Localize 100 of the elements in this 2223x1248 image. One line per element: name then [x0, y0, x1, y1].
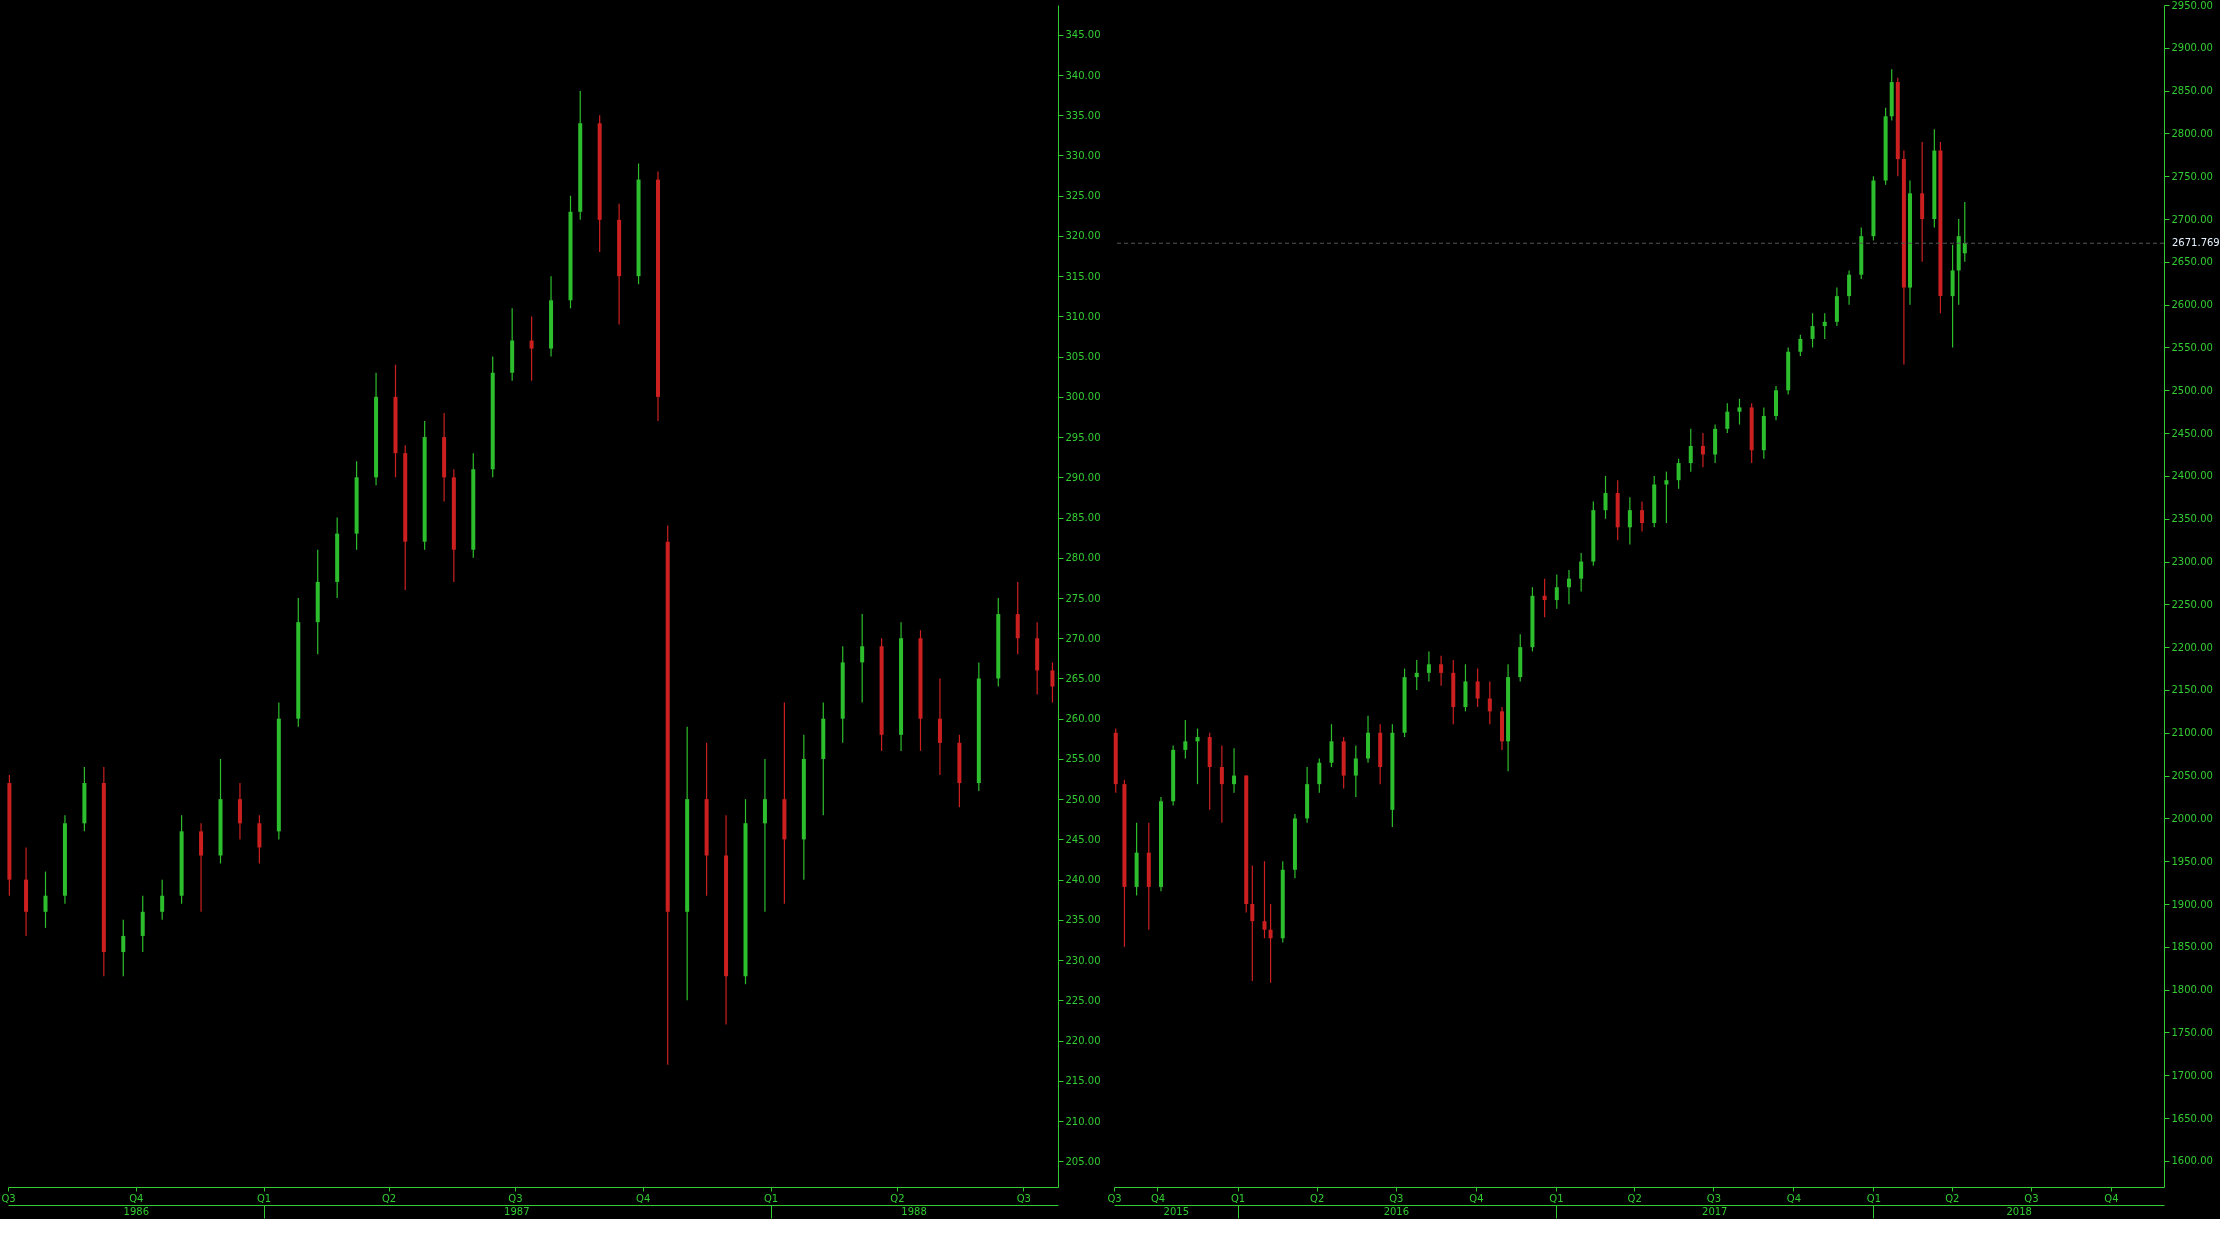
x-tick-label: Q2 — [1945, 1192, 1960, 1204]
x-tick-label: Q3 — [1016, 1192, 1031, 1204]
y-tick-label: 220.00 — [1065, 1035, 1101, 1047]
y-tick-label: 275.00 — [1065, 592, 1101, 604]
y-tick-label: 260.00 — [1065, 713, 1101, 725]
x2-tick-label: 1988 — [901, 1205, 927, 1217]
x-tick-label: Q3 — [2024, 1192, 2039, 1204]
candlestick — [1579, 552, 1584, 593]
y-tick-label: 2650.00 — [2171, 256, 2213, 268]
candlestick — [121, 919, 126, 977]
candlestick — [1439, 655, 1444, 687]
candlestick — [1329, 723, 1334, 768]
y-tick-label: 2900.00 — [2171, 42, 2213, 54]
x-tick-label: Q2 — [1627, 1192, 1642, 1204]
y-tick-label: 345.00 — [1065, 29, 1101, 41]
candlestick — [1232, 747, 1237, 794]
candlestick — [1183, 719, 1188, 760]
candlestick — [1566, 569, 1571, 605]
x-tick-label: Q1 — [763, 1192, 779, 1204]
y-tick-label: 1900.00 — [2171, 898, 2213, 910]
y-tick-label: 2950.00 — [2171, 0, 2213, 11]
candlestick — [1847, 269, 1852, 306]
y-tick-label: 240.00 — [1065, 874, 1101, 886]
x-tick-label: Q4 — [1150, 1192, 1166, 1204]
y-tick-label: 280.00 — [1065, 552, 1101, 564]
y-tick-label: 1750.00 — [2171, 1026, 2213, 1038]
x-tick-label: Q3 — [1389, 1192, 1404, 1204]
x-tick-label: Q4 — [636, 1192, 651, 1204]
x-tick-label: Q1 — [256, 1192, 272, 1204]
y-tick-label: 2300.00 — [2171, 556, 2213, 568]
y-tick-label: 255.00 — [1065, 753, 1101, 765]
y-tick-label: 1600.00 — [2171, 1155, 2213, 1167]
candlestick — [1475, 667, 1480, 708]
y-tick-label: 1650.00 — [2171, 1112, 2213, 1124]
candlestick — [1426, 650, 1431, 683]
candlestick — [1640, 501, 1645, 533]
y-tick-label: 2700.00 — [2171, 213, 2213, 225]
y-tick-label: 2000.00 — [2171, 812, 2213, 824]
y-tick-label: 2200.00 — [2171, 641, 2213, 653]
y-tick-label: 335.00 — [1065, 109, 1101, 121]
candlestick — [1542, 578, 1547, 618]
x2-tick-label: 2015 — [1163, 1205, 1189, 1217]
x-tick-label: Q1 — [1549, 1192, 1564, 1204]
x-tick-label: Q1 — [1866, 1192, 1882, 1204]
y-tick-label: 2050.00 — [2171, 770, 2213, 782]
candlestick — [1688, 428, 1693, 473]
y-tick-label: 2100.00 — [2171, 727, 2213, 739]
ref-line-label: 2671.769 — [2172, 237, 2220, 249]
y-tick-label: 1850.00 — [2171, 941, 2213, 953]
candlestick — [1487, 680, 1492, 725]
x-tick-label: Q3 — [1706, 1192, 1721, 1204]
candlestick — [1050, 661, 1055, 704]
candlestick — [1810, 312, 1815, 349]
x2-tick-label: 2016 — [1383, 1205, 1410, 1217]
x-tick-label: Q3 — [1, 1192, 16, 1204]
y-tick-label: 1700.00 — [2171, 1069, 2213, 1081]
y-tick-label: 2350.00 — [2171, 513, 2213, 525]
y-tick-label: 320.00 — [1065, 230, 1101, 242]
y-tick-label: 290.00 — [1065, 471, 1101, 483]
y-tick-label: 225.00 — [1065, 994, 1101, 1006]
y-tick-label: 2550.00 — [2171, 341, 2213, 353]
y-tick-label: 205.00 — [1065, 1155, 1101, 1167]
candlestick — [1603, 475, 1608, 520]
candlestick — [1737, 398, 1742, 426]
candlestick — [1822, 312, 1827, 340]
candlestick — [1414, 659, 1419, 691]
candlestick — [1664, 471, 1669, 524]
y-tick-label: 285.00 — [1065, 512, 1101, 524]
candlestick — [1195, 727, 1200, 785]
y-tick-label: 2400.00 — [2171, 470, 2213, 482]
y-tick-label: 270.00 — [1065, 632, 1101, 644]
y-tick-label: 325.00 — [1065, 190, 1101, 202]
x-tick-label: Q4 — [1469, 1192, 1484, 1204]
y-tick-label: 210.00 — [1065, 1115, 1101, 1127]
y-tick-label: 300.00 — [1065, 391, 1101, 403]
y-tick-label: 2250.00 — [2171, 598, 2213, 610]
x-tick-label: Q3 — [1107, 1192, 1122, 1204]
y-tick-label: 305.00 — [1065, 351, 1101, 363]
y-tick-label: 1800.00 — [2171, 984, 2213, 996]
y-tick-label: 230.00 — [1065, 954, 1101, 966]
y-tick-label: 330.00 — [1065, 149, 1101, 161]
y-tick-label: 2500.00 — [2171, 384, 2213, 396]
x-tick-label: Q4 — [129, 1192, 144, 1204]
candlestick — [1353, 745, 1358, 798]
y-tick-label: 265.00 — [1065, 672, 1101, 684]
y-tick-label: 2150.00 — [2171, 684, 2213, 696]
candlestick — [1700, 432, 1705, 468]
candlestick — [1725, 402, 1730, 434]
x2-tick-label: 2017 — [1702, 1205, 1728, 1217]
candlestick — [1627, 496, 1632, 546]
candlestick — [160, 879, 165, 921]
y-tick-label: 310.00 — [1065, 310, 1101, 322]
x-tick-label: Q1 — [1230, 1192, 1246, 1204]
x-tick-label: Q2 — [890, 1192, 905, 1204]
y-tick-label: 340.00 — [1065, 69, 1101, 81]
x2-tick-label: 2018 — [2006, 1205, 2032, 1217]
y-tick-label: 295.00 — [1065, 431, 1101, 443]
y-tick-label: 245.00 — [1065, 833, 1101, 845]
x-tick-label: Q2 — [1310, 1192, 1325, 1204]
candlestick — [860, 613, 865, 704]
